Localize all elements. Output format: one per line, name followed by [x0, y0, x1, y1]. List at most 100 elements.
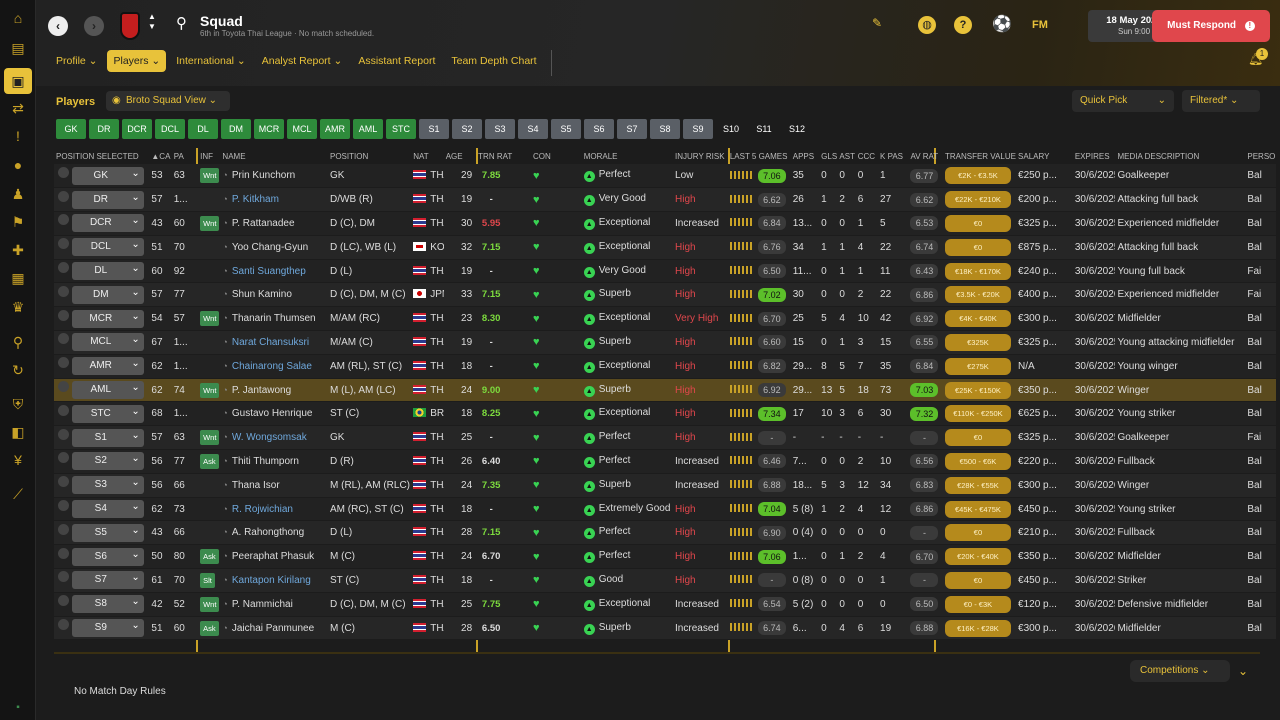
refresh-icon[interactable]: ↻ — [12, 362, 24, 378]
select-checkbox[interactable] — [58, 523, 69, 535]
player-name[interactable]: Peeraphat Phasuk — [231, 551, 315, 563]
select-checkbox[interactable] — [58, 500, 69, 512]
column-header[interactable]: AGE — [445, 151, 463, 161]
stats-icon[interactable]: ⟋ — [13, 486, 23, 502]
player-name[interactable]: Thana Isor — [231, 479, 280, 491]
position-button-s4[interactable]: S4 — [518, 119, 548, 139]
position-button-dl[interactable]: DL — [188, 119, 218, 139]
column-header[interactable]: NAME — [222, 151, 246, 161]
position-dropdown[interactable]: S2 — [71, 450, 144, 471]
back-button[interactable]: ‹ — [48, 16, 68, 36]
position-cell[interactable]: S7 — [54, 568, 150, 593]
finance-icon[interactable]: ¥ — [14, 452, 22, 468]
player-name[interactable]: P. Kitkham — [231, 194, 279, 206]
trophy-icon[interactable]: ♛ — [11, 299, 25, 315]
column-header[interactable]: PERSO — [1247, 151, 1276, 161]
name-cell[interactable]: ◔ Thana Isor — [220, 473, 328, 498]
name-cell[interactable]: ◔ P. Nammichai — [220, 592, 328, 617]
player-name[interactable]: P. Rattanadee — [231, 217, 295, 229]
collapse-chevron-icon[interactable]: ⌄ — [1238, 664, 1249, 678]
edit-icon[interactable]: ✎ — [872, 16, 883, 30]
column-header[interactable]: APPS — [792, 151, 815, 161]
position-cell[interactable]: S9 — [54, 616, 150, 641]
player-name[interactable]: Yoo Chang-Gyun — [231, 241, 309, 253]
position-dropdown[interactable]: DM — [71, 284, 144, 304]
position-dropdown[interactable]: AMR — [71, 355, 144, 376]
column-header[interactable]: POSITION — [330, 151, 369, 161]
position-button-amr[interactable]: AMR — [320, 119, 350, 139]
help-icon[interactable]: ? — [954, 16, 972, 34]
position-cell[interactable]: GK — [54, 164, 150, 189]
position-button-gk[interactable]: GK — [56, 119, 86, 139]
name-cell[interactable]: ◔ Jaichai Panmunee — [220, 616, 328, 641]
position-dropdown[interactable]: STC — [71, 403, 144, 423]
position-cell[interactable]: MCR — [54, 306, 150, 332]
position-dropdown[interactable]: S8 — [71, 593, 144, 614]
forward-button[interactable]: › — [84, 16, 104, 36]
column-header[interactable]: MEDIA DESCRIPTION — [1117, 151, 1200, 161]
player-name[interactable]: A. Rahongthong — [231, 527, 305, 539]
position-button-mcr[interactable]: MCR — [254, 119, 284, 139]
briefcase-icon[interactable]: ◧ — [11, 424, 25, 440]
name-cell[interactable]: ◔ Yoo Chang-Gyun — [220, 235, 328, 260]
select-checkbox[interactable] — [58, 238, 69, 250]
select-checkbox[interactable] — [58, 571, 69, 583]
must-respond-button[interactable]: Must Respond ! — [1152, 10, 1270, 42]
view-selector[interactable]: ◉ Broto Squad View ⌄ — [106, 91, 230, 111]
position-dropdown[interactable]: MCR — [71, 308, 144, 328]
alert-icon[interactable]: ! — [16, 128, 20, 144]
player-name[interactable]: Kantapon Kirilang — [231, 574, 311, 586]
staff-icon[interactable]: ♟ — [11, 186, 25, 202]
position-dropdown[interactable]: S9 — [71, 617, 144, 638]
position-button-s5[interactable]: S5 — [551, 119, 581, 139]
position-button-mcl[interactable]: MCL — [287, 119, 317, 139]
position-dropdown[interactable]: DR — [71, 189, 144, 209]
player-name[interactable]: W. Wongsomsak — [231, 432, 307, 444]
column-header[interactable]: ▲CA — [151, 151, 171, 161]
position-button-stc[interactable]: STC — [386, 119, 416, 139]
scouting-icon[interactable]: ⚲ — [12, 334, 24, 350]
position-button-s9[interactable]: S9 — [683, 119, 713, 139]
name-cell[interactable]: ◔ Narat Chansuksri — [220, 330, 328, 355]
player-name[interactable]: Chainarong Salae — [231, 360, 312, 372]
player-name[interactable]: Thiti Thumporn — [231, 455, 299, 467]
table-row[interactable]: GK5363Wnt◔Prin KunchornGKTHA297.85♥▲Perf… — [54, 164, 1276, 189]
select-checkbox[interactable] — [58, 595, 69, 607]
select-checkbox[interactable] — [58, 333, 69, 345]
medical-icon[interactable]: ✚ — [12, 242, 24, 258]
competitions-button[interactable]: Competitions ⌄ — [1130, 660, 1230, 682]
name-cell[interactable]: ◔ W. Wongsomsak — [220, 425, 328, 451]
name-cell[interactable]: ◔ Shun Kamino — [220, 282, 328, 308]
fm-menu[interactable]: FM — [1032, 19, 1048, 31]
position-button-s8[interactable]: S8 — [650, 119, 680, 139]
column-header[interactable]: LAST 5 GAMES — [729, 151, 788, 161]
select-checkbox[interactable] — [58, 381, 69, 393]
column-header[interactable]: CCC — [857, 151, 876, 161]
player-name[interactable]: P. Nammichai — [231, 598, 293, 610]
player-name[interactable]: Gustavo Henrique — [231, 408, 313, 420]
name-cell[interactable]: ◔ Thanarin Thumsen — [220, 306, 328, 332]
tab-international[interactable]: International ⌄ — [176, 55, 246, 67]
position-button-s12[interactable]: S12 — [788, 124, 805, 134]
position-dropdown[interactable]: S6 — [71, 546, 144, 566]
column-header[interactable]: SALARY — [1018, 151, 1050, 161]
name-cell[interactable]: ◔ P. Kitkham — [220, 187, 328, 213]
search-icon[interactable]: ⚲ — [176, 15, 187, 32]
crest-switcher-icon[interactable]: ▲ ▼ — [148, 12, 156, 31]
position-dropdown[interactable]: DL — [71, 260, 144, 281]
select-checkbox[interactable] — [58, 404, 69, 416]
transfer-icon[interactable]: ⇄ — [12, 100, 24, 116]
select-checkbox[interactable] — [58, 214, 69, 226]
position-button-dm[interactable]: DM — [221, 119, 251, 139]
column-header[interactable]: INJURY RISK — [675, 151, 725, 161]
quick-pick-button[interactable]: Quick Pick ⌄ — [1072, 90, 1174, 112]
football-icon[interactable]: ⚽ — [992, 16, 1012, 33]
position-dropdown[interactable]: AML — [71, 379, 144, 400]
